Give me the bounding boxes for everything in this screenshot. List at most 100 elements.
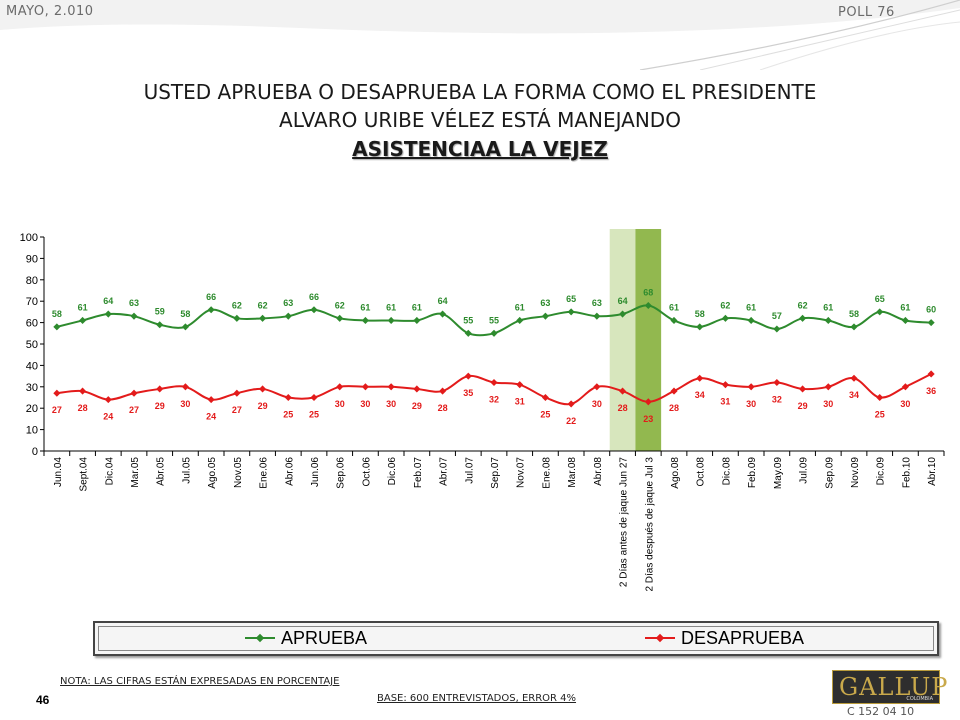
data-point-aprueba <box>259 314 267 322</box>
x-tick-label: Feb.09 <box>747 457 758 489</box>
x-tick-label: Dic.06 <box>387 457 398 486</box>
data-point-desaprueba <box>593 383 601 391</box>
data-label-aprueba: 64 <box>103 296 113 306</box>
data-point-desaprueba <box>181 383 189 391</box>
page-number: 46 <box>36 693 50 707</box>
data-point-desaprueba <box>824 383 832 391</box>
data-label-aprueba: 62 <box>232 300 242 310</box>
poll-number: POLL 76 <box>838 5 895 20</box>
data-point-aprueba <box>541 312 549 320</box>
data-point-aprueba <box>233 314 241 322</box>
data-point-desaprueba <box>927 370 935 378</box>
data-point-desaprueba <box>799 385 807 393</box>
x-tick-label: Nov.09 <box>850 457 861 488</box>
legend-inner-frame <box>98 626 934 651</box>
data-label-aprueba: 61 <box>78 302 88 312</box>
data-label-desaprueba: 29 <box>258 401 268 411</box>
data-point-desaprueba <box>104 396 112 404</box>
survey-date: MAYO, 2.010 <box>6 4 94 19</box>
y-tick-label: 60 <box>26 318 38 330</box>
approval-line-chart: 0 10 20 30 40 50 60 70 80 90 100 Jun.04 Sept.04 Dic.0… <box>20 229 945 592</box>
data-label-aprueba: 62 <box>798 300 808 310</box>
data-label-aprueba: 58 <box>180 309 190 319</box>
data-point-aprueba <box>53 323 61 331</box>
data-label-aprueba: 62 <box>720 300 730 310</box>
highlight-band-1 <box>635 229 662 451</box>
data-point-aprueba <box>207 306 215 314</box>
data-label-desaprueba: 23 <box>643 414 653 424</box>
x-tick-label: Nov.05 <box>233 457 244 488</box>
data-point-aprueba <box>824 316 832 324</box>
data-label-desaprueba: 36 <box>926 386 936 396</box>
data-point-aprueba <box>747 316 755 324</box>
data-label-desaprueba: 34 <box>849 390 859 400</box>
data-label-aprueba: 61 <box>360 302 370 312</box>
data-point-aprueba <box>696 323 704 331</box>
data-label-desaprueba: 30 <box>900 399 910 409</box>
data-point-desaprueba <box>233 389 241 397</box>
data-label-desaprueba: 28 <box>78 403 88 413</box>
data-label-desaprueba: 29 <box>412 401 422 411</box>
data-label-desaprueba: 27 <box>129 405 139 415</box>
x-tick-label: Jul.07 <box>464 457 475 484</box>
x-tick-label: Abr.06 <box>284 457 295 486</box>
data-label-aprueba: 60 <box>926 305 936 315</box>
x-tick-label: Jun.04 <box>53 457 64 487</box>
data-label-desaprueba: 28 <box>618 403 628 413</box>
data-point-aprueba <box>670 316 678 324</box>
data-label-desaprueba: 25 <box>309 410 319 420</box>
data-point-desaprueba <box>619 387 627 395</box>
data-label-desaprueba: 27 <box>52 405 62 415</box>
data-point-aprueba <box>156 321 164 329</box>
x-tick-label: Dic.08 <box>721 457 732 486</box>
data-point-desaprueba <box>901 383 909 391</box>
data-point-desaprueba <box>876 393 884 402</box>
gallup-logo: GALLUP COLOMBIA <box>832 670 947 704</box>
x-tick-label: Dic.04 <box>104 457 115 486</box>
chart-legend: APRUEBA DESAPRUEBA <box>93 621 939 656</box>
data-label-aprueba: 55 <box>489 315 499 325</box>
data-label-desaprueba: 25 <box>283 410 293 420</box>
data-point-aprueba <box>619 310 627 318</box>
data-point-desaprueba <box>156 385 164 393</box>
data-point-aprueba <box>387 316 395 324</box>
data-point-desaprueba <box>79 387 87 395</box>
data-label-desaprueba: 24 <box>103 412 113 422</box>
data-point-desaprueba <box>644 398 652 406</box>
data-point-aprueba <box>361 316 369 324</box>
data-point-desaprueba <box>464 372 472 380</box>
data-point-desaprueba <box>361 383 369 391</box>
data-label-desaprueba: 27 <box>232 405 242 415</box>
x-tick-label: Sep.09 <box>824 457 835 489</box>
data-point-aprueba <box>644 301 652 310</box>
document-code: C 152 04 10 <box>847 705 915 718</box>
sample-base-note: BASE: 600 ENTREVISTADOS, ERROR 4% <box>377 693 577 704</box>
data-point-aprueba <box>336 314 344 322</box>
x-tick-label: Feb.07 <box>413 457 424 489</box>
data-point-desaprueba <box>747 383 755 391</box>
data-label-desaprueba: 29 <box>798 401 808 411</box>
x-tick-label: Mar.05 <box>130 457 141 488</box>
percentage-note: NOTA: LAS CIFRAS ESTÁN EXPRESADAS EN POR… <box>60 676 340 687</box>
x-tick-label: Ene.08 <box>541 457 552 489</box>
data-label-aprueba: 57 <box>772 311 782 321</box>
data-label-aprueba: 58 <box>849 309 859 319</box>
y-tick-label: 0 <box>32 446 38 458</box>
data-point-desaprueba <box>541 393 549 402</box>
data-point-desaprueba <box>670 387 678 395</box>
y-tick-label: 50 <box>26 339 38 351</box>
data-label-aprueba: 64 <box>618 296 628 306</box>
data-point-desaprueba <box>850 374 858 382</box>
data-label-desaprueba: 31 <box>720 397 730 407</box>
data-label-desaprueba: 34 <box>695 390 705 400</box>
data-label-aprueba: 63 <box>283 298 293 308</box>
data-point-aprueba <box>567 308 575 316</box>
data-point-aprueba <box>927 319 935 327</box>
data-point-aprueba <box>439 310 447 318</box>
data-label-desaprueba: 30 <box>386 399 396 409</box>
legend-item-desaprueba: DESAPRUEBA <box>643 627 804 649</box>
x-tick-label: Ene.06 <box>259 457 270 489</box>
data-label-aprueba: 61 <box>515 302 525 312</box>
data-label-aprueba: 58 <box>52 309 62 319</box>
data-point-aprueba <box>79 316 87 324</box>
